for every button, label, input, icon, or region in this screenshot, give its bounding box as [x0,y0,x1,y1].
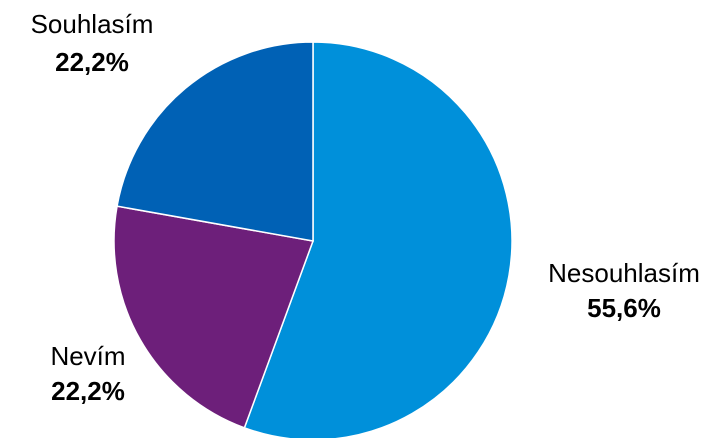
slice-name-souhlasim: Souhlasím [31,9,154,39]
slice-label-nesouhlasim: Nesouhlasím 55,6% [548,258,700,323]
pie-slice-nevim [113,205,315,429]
slice-value-souhlasim: 22,2% [55,47,129,77]
slice-name-nevim: Nevím [50,341,125,371]
slice-name-nesouhlasim: Nesouhlasím [548,258,700,288]
slice-label-souhlasim: Souhlasím 22,2% [31,9,154,77]
slice-value-nesouhlasim: 55,6% [587,293,661,323]
pie-slice-souhlasim [116,41,314,242]
slice-label-nevim: Nevím 22,2% [50,341,125,406]
slice-value-nevim: 22,2% [51,376,125,406]
pie-slices [113,41,513,438]
